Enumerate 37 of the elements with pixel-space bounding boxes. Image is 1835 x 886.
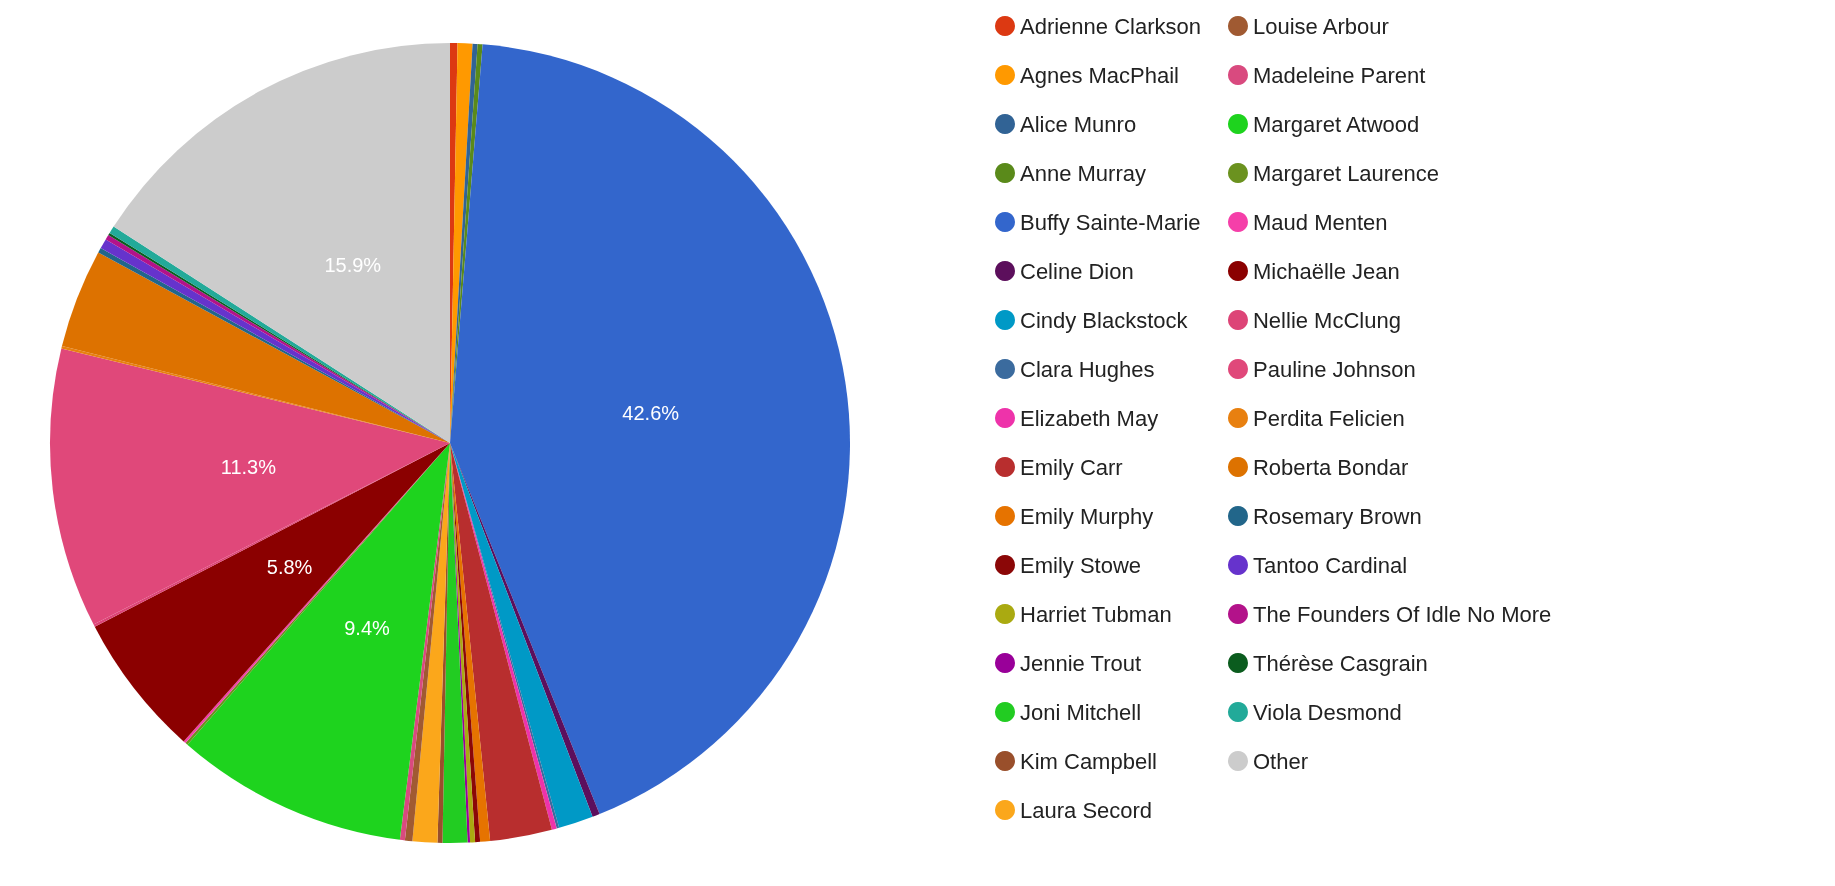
legend-label: Kim Campbell bbox=[1020, 748, 1157, 774]
legend-label: Maud Menten bbox=[1252, 209, 1388, 235]
legend-label: Emily Murphy bbox=[1020, 503, 1154, 529]
legend-label: Jennie Trout bbox=[1020, 650, 1142, 676]
legend-label: Laura Secord bbox=[1020, 797, 1153, 823]
legend-label: Other bbox=[1252, 748, 1309, 774]
legend-label: Emily Carr bbox=[1020, 454, 1123, 480]
legend-label: Madeleine Parent bbox=[1252, 62, 1426, 88]
legend-label: Buffy Sainte-Marie bbox=[1020, 209, 1201, 235]
legend-label: Tantoo Cardinal bbox=[1252, 552, 1408, 578]
data-label: 9.4% bbox=[344, 617, 391, 640]
legend-label: Alice Munro bbox=[1020, 111, 1137, 137]
legend-label: Margaret Laurence bbox=[1252, 160, 1439, 186]
legend-label: Celine Dion bbox=[1020, 258, 1134, 284]
legend-label: Agnes MacPhail bbox=[1020, 62, 1179, 88]
legend-label: The Founders Of Idle No More bbox=[1252, 601, 1552, 627]
legend-label: Michaëlle Jean bbox=[1252, 258, 1400, 284]
legend-label: Nellie McClung bbox=[1252, 307, 1401, 333]
legend-label: Clara Hughes bbox=[1020, 356, 1155, 382]
legend-label: Louise Arbour bbox=[1252, 13, 1389, 39]
legend-label: Cindy Blackstock bbox=[1020, 307, 1189, 333]
legend-label: Elizabeth May bbox=[1020, 405, 1159, 431]
legend-label: Margaret Atwood bbox=[1252, 111, 1420, 137]
legend-label: Joni Mitchell bbox=[1020, 699, 1142, 725]
legend-label: Rosemary Brown bbox=[1252, 503, 1422, 529]
data-label: 11.3% bbox=[220, 455, 277, 478]
legend-label: Viola Desmond bbox=[1252, 699, 1402, 725]
data-label: 5.8% bbox=[266, 556, 313, 579]
legend-label: Anne Murray bbox=[1020, 160, 1146, 186]
legend-label: Pauline Johnson bbox=[1252, 356, 1416, 382]
legend-label: Adrienne Clarkson bbox=[1020, 13, 1201, 39]
legend-label: Roberta Bondar bbox=[1252, 454, 1409, 480]
legend-label: Thérèse Casgrain bbox=[1252, 650, 1428, 676]
legend-label: Harriet Tubman bbox=[1020, 601, 1172, 627]
legend-label: Perdita Felicien bbox=[1252, 405, 1405, 431]
legend-label: Emily Stowe bbox=[1020, 552, 1142, 578]
data-label: 42.6% bbox=[622, 401, 680, 424]
